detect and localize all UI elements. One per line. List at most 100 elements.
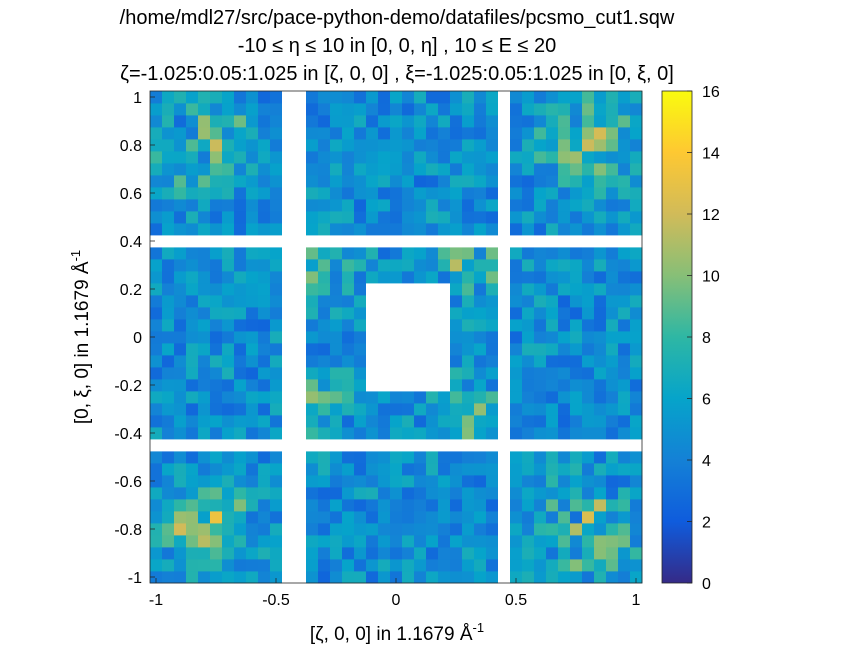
heatmap-cell xyxy=(174,319,187,332)
heatmap-cell xyxy=(354,211,367,224)
heatmap-cell xyxy=(318,511,331,524)
heatmap-cell xyxy=(354,475,367,488)
heatmap-cell xyxy=(582,151,595,164)
heatmap-cell xyxy=(198,199,211,212)
heatmap-cell xyxy=(270,115,283,128)
heatmap-cell xyxy=(486,379,499,392)
heatmap-cell xyxy=(174,451,187,464)
heatmap-cell xyxy=(258,403,271,416)
heatmap-cell xyxy=(318,571,331,584)
heatmap-cell xyxy=(522,523,535,536)
heatmap-cell xyxy=(534,463,547,476)
heatmap-cell xyxy=(606,187,619,200)
heatmap-cell xyxy=(162,223,175,236)
heatmap-cell xyxy=(306,523,319,536)
heatmap-cell xyxy=(390,115,403,128)
heatmap-cell xyxy=(450,367,463,380)
heatmap-cell xyxy=(210,355,223,368)
heatmap-cell xyxy=(582,139,595,152)
heatmap-cell xyxy=(294,415,307,428)
heatmap-cell xyxy=(282,139,295,152)
heatmap-cell xyxy=(414,439,427,452)
heatmap-cell xyxy=(522,559,535,572)
heatmap-cell xyxy=(174,307,187,320)
heatmap-cell xyxy=(486,127,499,140)
heatmap-cell xyxy=(234,463,247,476)
heatmap-cell xyxy=(342,511,355,524)
heatmap-cell xyxy=(162,379,175,392)
heatmap-cell xyxy=(342,319,355,332)
heatmap-cell xyxy=(282,499,295,512)
heatmap-cell xyxy=(606,355,619,368)
heatmap-cell xyxy=(162,235,175,248)
heatmap-cell xyxy=(318,163,331,176)
heatmap-cell xyxy=(222,439,235,452)
heatmap-cell xyxy=(186,115,199,128)
heatmap-cell xyxy=(474,247,487,260)
heatmap-cell xyxy=(498,499,511,512)
heatmap-cell xyxy=(546,379,559,392)
heatmap-cell xyxy=(258,283,271,296)
heatmap-cell xyxy=(378,571,391,584)
heatmap-cell xyxy=(438,511,451,524)
heatmap-cell xyxy=(558,103,571,116)
heatmap-cell xyxy=(198,211,211,224)
heatmap-cell xyxy=(294,307,307,320)
heatmap-cell xyxy=(198,307,211,320)
heatmap-cell xyxy=(222,391,235,404)
heatmap-cell xyxy=(558,391,571,404)
heatmap-cell xyxy=(150,391,163,404)
heatmap-cell xyxy=(486,187,499,200)
heatmap-cell xyxy=(486,427,499,440)
heatmap-cell xyxy=(198,355,211,368)
heatmap-cell xyxy=(366,427,379,440)
heatmap-cell xyxy=(342,283,355,296)
heatmap-cell xyxy=(618,427,631,440)
heatmap-cell xyxy=(606,259,619,272)
heatmap-cell xyxy=(306,499,319,512)
heatmap-cell xyxy=(162,463,175,476)
heatmap-cell xyxy=(558,379,571,392)
heatmap-cell xyxy=(354,271,367,284)
heatmap-cell xyxy=(486,523,499,536)
heatmap-cell xyxy=(342,427,355,440)
heatmap-cell xyxy=(438,247,451,260)
heatmap-cell xyxy=(282,115,295,128)
heatmap-cell xyxy=(198,259,211,272)
heatmap-cell xyxy=(354,535,367,548)
heatmap-cell xyxy=(186,427,199,440)
heatmap-cells xyxy=(150,91,643,584)
heatmap-cell xyxy=(222,535,235,548)
heatmap-cell xyxy=(150,235,163,248)
heatmap-cell xyxy=(534,295,547,308)
heatmap-cell xyxy=(414,331,427,344)
heatmap-cell xyxy=(618,259,631,272)
heatmap-cell xyxy=(306,463,319,476)
heatmap-cell xyxy=(438,487,451,500)
heatmap-cell xyxy=(510,379,523,392)
heatmap-cell xyxy=(594,271,607,284)
heatmap-cell xyxy=(426,367,439,380)
heatmap-cell xyxy=(486,247,499,260)
heatmap-cell xyxy=(174,535,187,548)
heatmap-cell xyxy=(510,535,523,548)
heatmap-cell xyxy=(390,547,403,560)
heatmap-cell xyxy=(630,235,643,248)
heatmap-cell xyxy=(558,319,571,332)
heatmap-cell xyxy=(546,283,559,296)
heatmap-cell xyxy=(258,451,271,464)
heatmap-cell xyxy=(246,307,259,320)
heatmap-cell xyxy=(354,415,367,428)
heatmap-cell xyxy=(306,403,319,416)
heatmap-cell xyxy=(426,415,439,428)
heatmap-cell xyxy=(390,247,403,260)
heatmap-cell xyxy=(342,139,355,152)
heatmap-cell xyxy=(558,487,571,500)
heatmap-cell xyxy=(342,271,355,284)
heatmap-cell xyxy=(510,175,523,188)
heatmap-cell xyxy=(486,547,499,560)
heatmap-cell xyxy=(354,499,367,512)
heatmap-cell xyxy=(498,463,511,476)
heatmap-cell xyxy=(378,151,391,164)
colorbar-tick-label: 2 xyxy=(702,515,711,532)
